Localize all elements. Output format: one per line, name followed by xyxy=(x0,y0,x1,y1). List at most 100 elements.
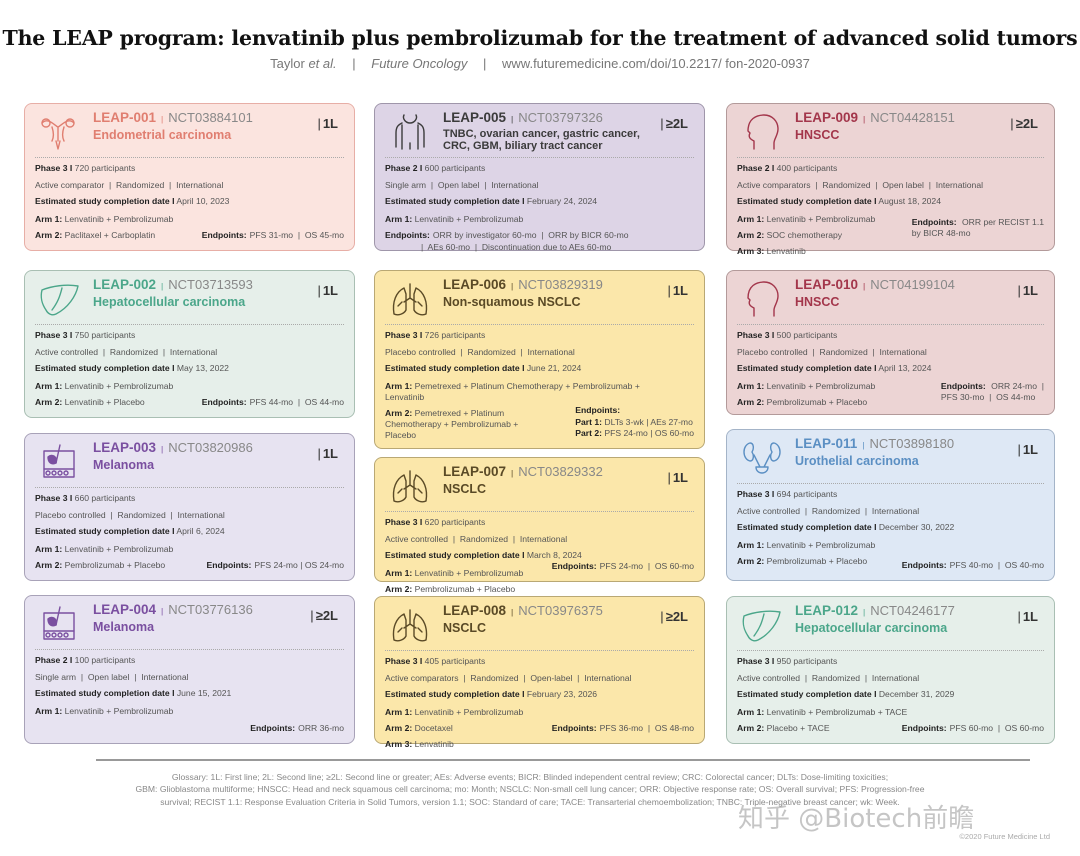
phase: Phase 2 xyxy=(385,163,418,173)
arm-label: Arm 2: xyxy=(737,722,765,733)
line-label: ≥2L xyxy=(1015,116,1038,131)
trial-id: LEAP-004 xyxy=(93,602,157,617)
arm-treatment: Lenvatinib + Pembrolizumab xyxy=(64,705,174,716)
endpoints: Endpoints: PFS 60-mo | OS 60-mo xyxy=(902,723,1044,735)
line-of-therapy: | 1L xyxy=(317,284,338,297)
line-label: 1L xyxy=(322,283,338,298)
line-label: 1L xyxy=(1022,283,1038,298)
arm-row: Arm 1: Lenvatinib + Pembrolizumab xyxy=(35,706,344,717)
endpoints-label: Endpoints: xyxy=(551,561,597,572)
separator: | xyxy=(317,116,321,131)
nct-number[interactable]: NCT03898180 xyxy=(869,436,955,451)
separator: | xyxy=(161,606,164,616)
indication: TNBC, ovarian cancer, gastric cancer, CR… xyxy=(443,127,640,153)
glossary-line: survival; RECIST 1.1: Response Evaluatio… xyxy=(160,796,900,807)
indication: HNSCC xyxy=(795,294,840,309)
nct-number[interactable]: NCT03820986 xyxy=(168,440,253,455)
indication: Melanoma xyxy=(93,619,155,634)
liver-icon xyxy=(739,606,785,644)
card-header: LEAP-007 | NCT03829332 NSCLC | 1L xyxy=(385,465,694,507)
line-label: 1L xyxy=(1022,609,1038,624)
trial-id: LEAP-005 xyxy=(443,110,507,125)
separator: I xyxy=(419,163,423,173)
card-header: LEAP-002 | NCT03713593 Hepatocellular carci… xyxy=(35,278,344,320)
line-of-therapy: | 1L xyxy=(667,284,688,297)
nct-number[interactable]: NCT03797326 xyxy=(518,110,603,125)
line-label: 1L xyxy=(322,116,338,131)
arm-label: Arm 1: xyxy=(737,706,765,717)
endpoint-text: PFS 24-mo | OS 60-mo xyxy=(599,561,694,572)
arm-label: Arm 3: xyxy=(385,739,413,750)
nct-number[interactable]: NCT04428151 xyxy=(870,110,955,125)
endpoints-label: Endpoints: xyxy=(575,405,621,416)
completion-label: Estimated study completion date xyxy=(737,363,872,374)
nct-number[interactable]: NCT03829319 xyxy=(518,277,603,292)
phase-row: Phase 3 I 720 participants xyxy=(35,164,344,173)
separator: I xyxy=(172,363,175,374)
completion-row: Estimated study completion date I June 2… xyxy=(385,364,694,373)
phase: Phase 2 xyxy=(737,163,770,173)
participants: 726 participants xyxy=(424,330,486,340)
trial-card: LEAP-001 | NCT03884101 Endometrial carcinom… xyxy=(24,103,355,251)
arm-label: Arm 1: xyxy=(385,706,413,717)
glossary-line: Glossary: 1L: First line; 2L: Second lin… xyxy=(171,772,889,782)
arm-row: Arm 1: Pemetrexed + Platinum Chemotherap… xyxy=(385,381,645,403)
separator: | xyxy=(511,468,514,478)
phase: Phase 3 xyxy=(737,489,770,499)
phase: Phase 3 xyxy=(737,330,770,340)
indication: Hepatocellular carcinoma xyxy=(795,620,948,635)
doi-link[interactable]: www.futuremedicine.com/doi/10.2217/ fon-… xyxy=(502,56,810,71)
arm-treatment: Lenvatinib + Placebo xyxy=(64,396,145,407)
completion-date: June 15, 2021 xyxy=(176,688,232,699)
participants: 500 participants xyxy=(776,330,838,340)
separator: I xyxy=(874,522,877,533)
separator: | xyxy=(161,444,164,454)
completion-label: Estimated study completion date xyxy=(35,688,170,699)
arm-row: Arm 1: Lenvatinib + Pembrolizumab xyxy=(35,214,344,225)
nct-number[interactable]: NCT04246177 xyxy=(870,603,955,618)
trial-heading: LEAP-001 | NCT03884101 xyxy=(93,111,344,125)
nct-number[interactable]: NCT03713593 xyxy=(168,277,253,292)
arm-treatment: Pemetrexed + Platinum Chemotherapy + Pem… xyxy=(385,380,640,402)
part-label: Part 2: xyxy=(575,428,602,439)
nct-number[interactable]: NCT03829332 xyxy=(518,464,603,479)
endpoints: Endpoints: ORR 36-mo xyxy=(250,723,344,735)
dotted-divider xyxy=(737,483,1044,484)
participants: 950 participants xyxy=(776,656,838,666)
trial-card: LEAP-003 | NCT03820986 Melanoma | 1L Phase 3 I… xyxy=(24,433,355,581)
nct-number[interactable]: NCT03976375 xyxy=(518,603,603,618)
nct-number[interactable]: NCT03776136 xyxy=(168,602,253,617)
separator: | xyxy=(863,607,866,617)
arm-label: Arm 1: xyxy=(385,380,413,391)
line-label: ≥2L xyxy=(665,116,688,131)
divider xyxy=(96,759,1030,761)
endpoints: Endpoints: PFS 44-mo | OS 44-mo xyxy=(202,397,344,409)
trial-card: LEAP-011 | NCT03898180 Urothelial carcinoma… xyxy=(726,429,1055,581)
nct-number[interactable]: NCT03884101 xyxy=(168,110,253,125)
trial-card: LEAP-004 | NCT03776136 Melanoma | ≥2L Phase 2 … xyxy=(24,595,355,744)
trial-id: LEAP-006 xyxy=(443,277,507,292)
completion-row: Estimated study completion date I April … xyxy=(35,527,344,536)
study-design: Active controlled | Randomized | Interna… xyxy=(35,346,218,357)
line-label: 1L xyxy=(672,283,688,298)
study-design: Placebo controlled | Randomized | Intern… xyxy=(35,509,225,520)
separator: | xyxy=(317,446,321,461)
citation: Taylor et al. | Future Oncology | www.fu… xyxy=(0,56,1080,71)
arm-label: Arm 1: xyxy=(35,543,63,554)
nct-number[interactable]: NCT04199104 xyxy=(870,277,955,292)
endpoints-label: Endpoints: xyxy=(940,380,986,391)
line-of-therapy: | 1L xyxy=(1017,284,1038,297)
endpoints: Endpoints: PFS 24-mo | OS 60-mo xyxy=(552,561,694,573)
arm-row: Arm 2: Placebo + TACE xyxy=(737,723,1044,734)
phase-row: Phase 2 I 100 participants xyxy=(35,656,344,665)
separator: I xyxy=(172,196,175,207)
trial-id: LEAP-011 xyxy=(795,436,858,451)
arm-row: Arm 1: Lenvatinib + Pembrolizumab xyxy=(385,568,694,579)
endpoints: Endpoints: PFS 36-mo | OS 48-mo xyxy=(552,723,694,735)
arm-row: Arm 2: Docetaxel xyxy=(385,723,694,734)
arm-label: Arm 1: xyxy=(385,567,413,578)
line-label: 1L xyxy=(1022,442,1038,457)
trial-heading: LEAP-006 | NCT03829319 xyxy=(443,278,694,292)
arm-label: Arm 1: xyxy=(35,705,63,716)
completion-row: Estimated study completion date I Februa… xyxy=(385,690,694,699)
